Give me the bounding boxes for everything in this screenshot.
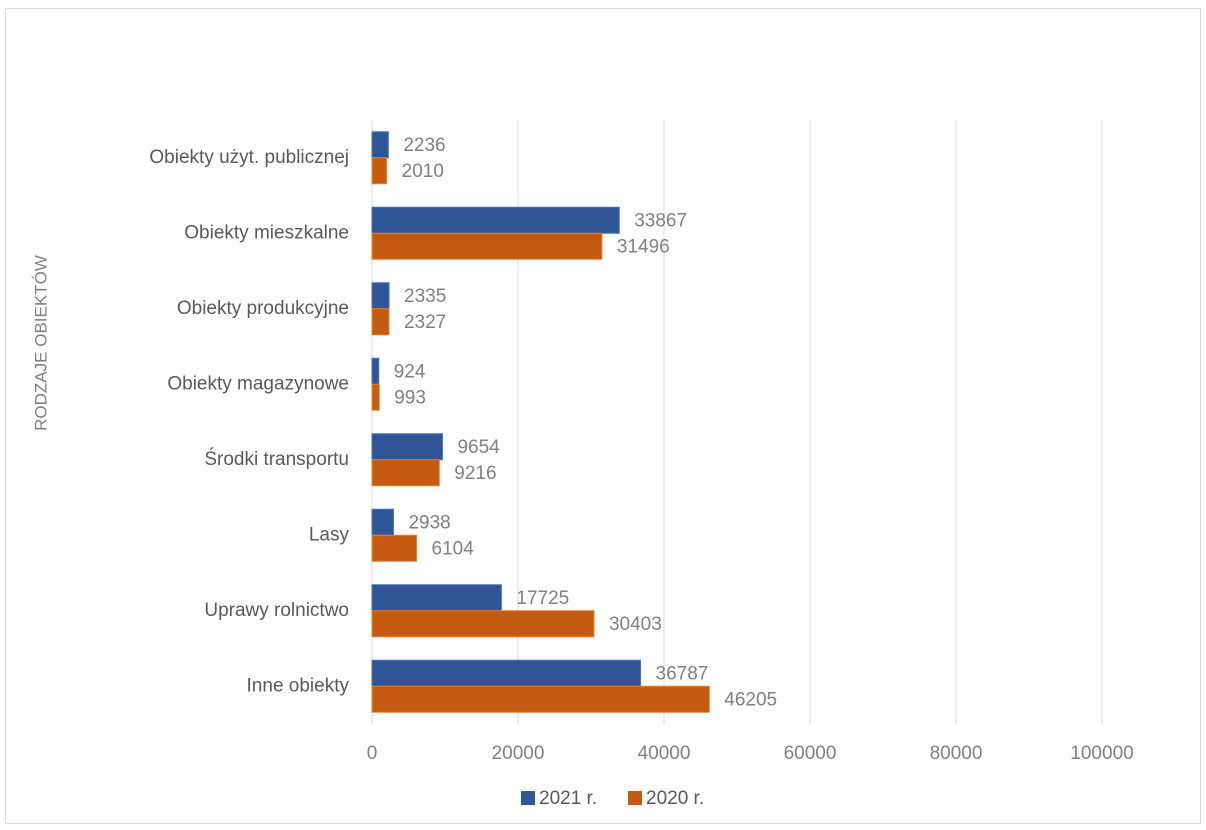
data-label: 46205 — [724, 689, 777, 710]
bar — [371, 433, 443, 461]
chart-frame: 2236 2010 33867 31496 2335 2327 924 993 9654 9216… — [5, 8, 1201, 824]
data-label: 2938 — [408, 512, 450, 533]
category-label: Obiekty magazynowe — [167, 373, 349, 394]
data-label: 2335 — [404, 286, 446, 307]
bar — [371, 459, 440, 487]
data-label: 924 — [394, 361, 426, 382]
legend-swatch — [521, 791, 535, 805]
data-label: 9216 — [454, 463, 496, 484]
x-tick-label: 60000 — [784, 743, 837, 764]
category-label: Obiekty produkcyjne — [177, 298, 349, 319]
category-label: Środki transportu — [204, 448, 349, 470]
category-labels: Obiekty użyt. publicznej Obiekty mieszkal… — [149, 147, 349, 697]
bar — [371, 357, 380, 385]
data-label: 6104 — [432, 538, 475, 559]
bar — [371, 508, 394, 536]
bars — [371, 131, 710, 713]
data-label: 33867 — [634, 210, 687, 231]
data-label: 36787 — [656, 663, 709, 684]
data-label: 2327 — [404, 312, 446, 333]
category-label: Uprawy rolnictwo — [204, 600, 349, 621]
x-axis-tick-labels: 0 20000 40000 60000 80000 100000 — [367, 743, 1134, 764]
bar — [371, 308, 390, 336]
data-label: 17725 — [516, 588, 569, 609]
data-labels: 2236 2010 33867 31496 2335 2327 924 993 9654 9216… — [394, 135, 777, 711]
legend-label: 2020 r. — [646, 788, 704, 809]
category-label: Lasy — [309, 524, 350, 545]
x-tick-label: 20000 — [492, 743, 545, 764]
x-tick-label: 80000 — [930, 743, 983, 764]
legend-swatch — [628, 791, 642, 805]
bar — [371, 206, 620, 234]
x-tick-label: 0 — [367, 743, 378, 764]
bar — [371, 157, 388, 185]
bar — [371, 383, 380, 411]
bar — [371, 232, 603, 260]
bar — [371, 659, 642, 687]
legend-label: 2021 r. — [539, 788, 597, 809]
category-label: Obiekty użyt. publicznej — [149, 147, 349, 168]
data-label: 31496 — [617, 236, 670, 257]
bar — [371, 282, 390, 310]
data-label: 9654 — [457, 437, 500, 458]
x-tick-label: 40000 — [638, 743, 691, 764]
category-label: Inne obiekty — [247, 675, 350, 696]
category-label: Obiekty mieszkalne — [184, 222, 349, 243]
data-label: 30403 — [609, 614, 662, 635]
x-tick-label: 100000 — [1070, 743, 1133, 764]
bar — [371, 131, 389, 159]
bar-chart: 2236 2010 33867 31496 2335 2327 924 993 9654 9216… — [31, 120, 1134, 809]
data-label: 993 — [394, 387, 426, 408]
data-label: 2010 — [402, 161, 444, 182]
y-axis-title: RODZAJE OBIEKTÓW — [31, 255, 50, 431]
bar — [371, 534, 418, 562]
legend: 2021 r. 2020 r. — [521, 788, 704, 809]
bar — [371, 685, 710, 713]
bar — [371, 610, 595, 638]
data-label: 2236 — [403, 135, 445, 156]
bar — [371, 584, 502, 612]
